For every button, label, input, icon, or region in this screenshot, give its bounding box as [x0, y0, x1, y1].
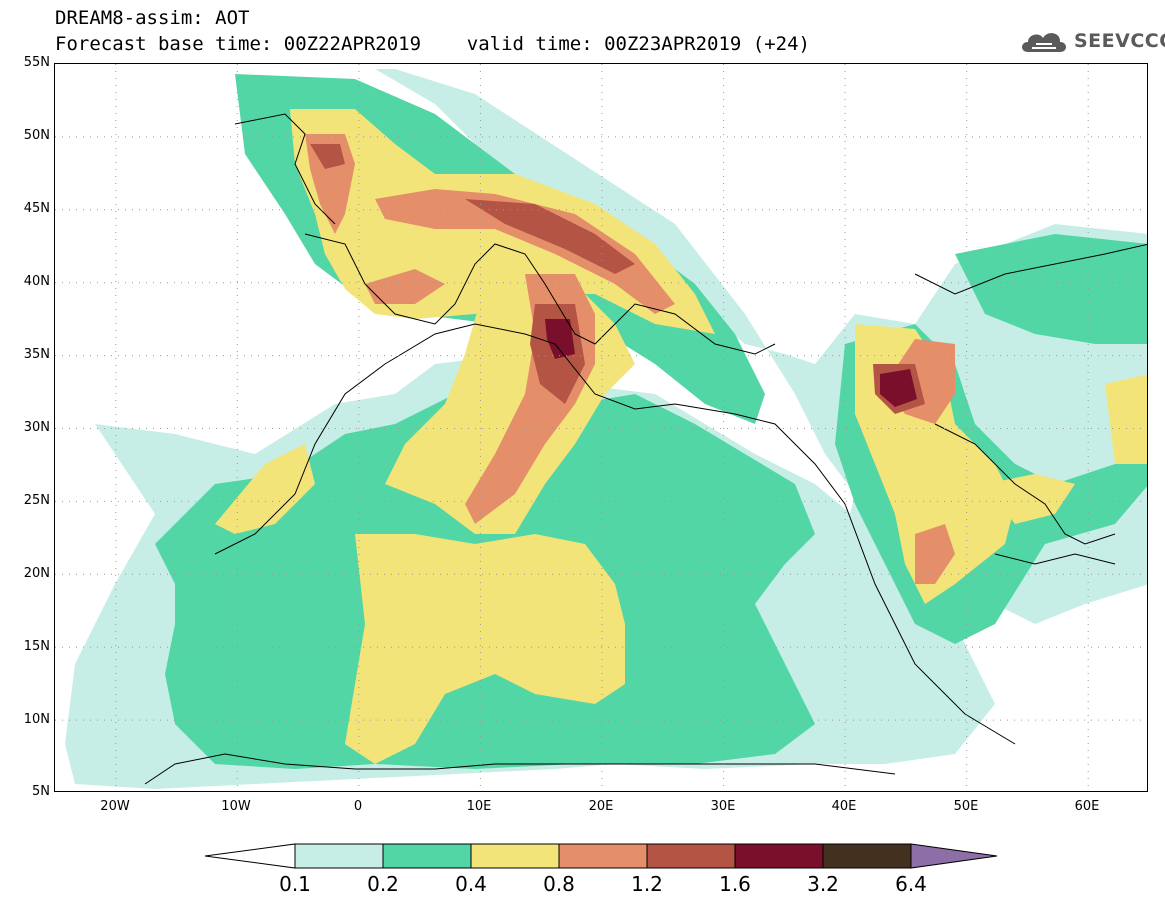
colorbar-bin-6 — [734, 843, 824, 869]
colorbar-bin-5 — [646, 843, 736, 869]
colorbar-level-label: 0.2 — [367, 872, 399, 896]
colorbar-bin-3 — [470, 843, 560, 869]
lon-label: 20E — [588, 799, 614, 814]
chart-title: DREAM8-assim: AOT — [55, 7, 250, 29]
colorbar-bin-1 — [294, 843, 384, 869]
lat-label: 10N — [23, 712, 50, 727]
colorbar-bin-7 — [822, 843, 912, 869]
colorbar-over — [910, 843, 998, 869]
gridlines — [55, 64, 1147, 791]
colorbar-level-label: 3.2 — [807, 872, 839, 896]
cloud-icon — [1022, 33, 1066, 52]
aot-contour-1-6 — [545, 319, 917, 407]
colorbar-level-label: 0.1 — [279, 872, 311, 896]
lat-label: 5N — [32, 784, 50, 799]
lon-label: 60E — [1074, 799, 1100, 814]
logo-text: SEEVCCC — [1074, 30, 1165, 52]
lat-label: 30N — [23, 420, 50, 435]
lon-label: 0 — [353, 799, 363, 814]
aot-field-and-coastlines — [55, 64, 1147, 791]
lon-label: 50E — [953, 799, 979, 814]
lon-label: 10E — [466, 799, 492, 814]
coastlines-and-borders — [144, 113, 1147, 785]
colorbar-level-label: 6.4 — [895, 872, 927, 896]
lon-label: 40E — [831, 799, 857, 814]
lat-label: 55N — [23, 55, 50, 70]
aot-map — [54, 63, 1148, 792]
lat-label: 40N — [23, 274, 50, 289]
colorbar-under — [204, 843, 296, 869]
lat-label: 20N — [23, 566, 50, 581]
lat-label: 35N — [23, 347, 50, 362]
chart-subtitle: Forecast base time: 00Z22APR2019 valid t… — [55, 33, 810, 55]
colorbar-level-label: 0.4 — [455, 872, 487, 896]
lat-label: 15N — [23, 639, 50, 654]
colorbar-bin-4 — [558, 843, 648, 869]
lat-label: 25N — [23, 493, 50, 508]
lat-label: 45N — [23, 201, 50, 216]
colorbar — [204, 842, 1000, 874]
lon-label: 30E — [710, 799, 736, 814]
colorbar-svg — [204, 843, 998, 869]
colorbar-level-label: 1.2 — [631, 872, 663, 896]
lat-label: 50N — [23, 128, 50, 143]
lon-label: 10W — [221, 799, 251, 814]
colorbar-level-label: 0.8 — [543, 872, 575, 896]
colorbar-level-label: 1.6 — [719, 872, 751, 896]
lon-label: 20W — [100, 799, 130, 814]
colorbar-bin-2 — [382, 843, 472, 869]
seevccc-logo: SEEVCCC — [1018, 23, 1165, 59]
